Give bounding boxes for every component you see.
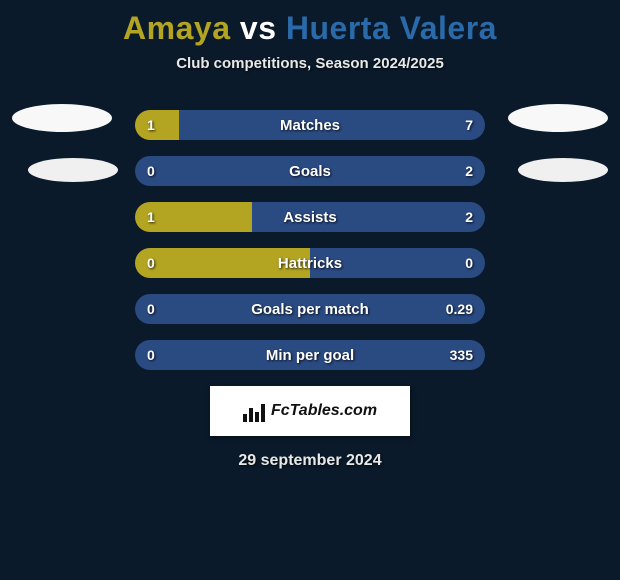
stat-row: 0335Min per goal [135, 340, 485, 370]
stat-row: 00Hattricks [135, 248, 485, 278]
player2-name: Huerta Valera [286, 10, 497, 46]
vs-word: vs [240, 10, 277, 46]
stat-row: 00.29Goals per match [135, 294, 485, 324]
stat-row: 17Matches [135, 110, 485, 140]
player1-club-logo [12, 104, 112, 132]
stat-bar-left [135, 110, 179, 140]
brand-chart-icon [243, 400, 265, 422]
stat-bar-track [135, 340, 485, 370]
stat-bar-right [252, 202, 485, 232]
stat-bar-right [135, 156, 485, 186]
player2-club-logo [508, 104, 608, 132]
player1-name: Amaya [123, 10, 230, 46]
brand-box: FcTables.com [210, 386, 410, 436]
stat-row: 02Goals [135, 156, 485, 186]
stat-bar-track [135, 202, 485, 232]
snapshot-date: 29 september 2024 [0, 452, 620, 470]
stat-bar-right [135, 294, 485, 324]
stat-rows: 17Matches 02Goals 12Assists 00Hattricks 00.2… [135, 110, 485, 370]
subtitle: Club competitions, Season 2024/2025 [0, 55, 620, 72]
stat-bar-right [135, 340, 485, 370]
stat-bar-left [135, 248, 310, 278]
stat-bar-right [179, 110, 485, 140]
player2-country-logo [518, 158, 608, 182]
stat-bar-track [135, 294, 485, 324]
stat-bar-right [310, 248, 485, 278]
stat-bar-track [135, 248, 485, 278]
stat-bar-track [135, 110, 485, 140]
player1-country-logo [28, 158, 118, 182]
stat-bar-track [135, 156, 485, 186]
stat-bar-left [135, 202, 252, 232]
stat-row: 12Assists [135, 202, 485, 232]
comparison-title: Amaya vs Huerta Valera [0, 0, 620, 47]
brand-text: FcTables.com [271, 402, 377, 420]
